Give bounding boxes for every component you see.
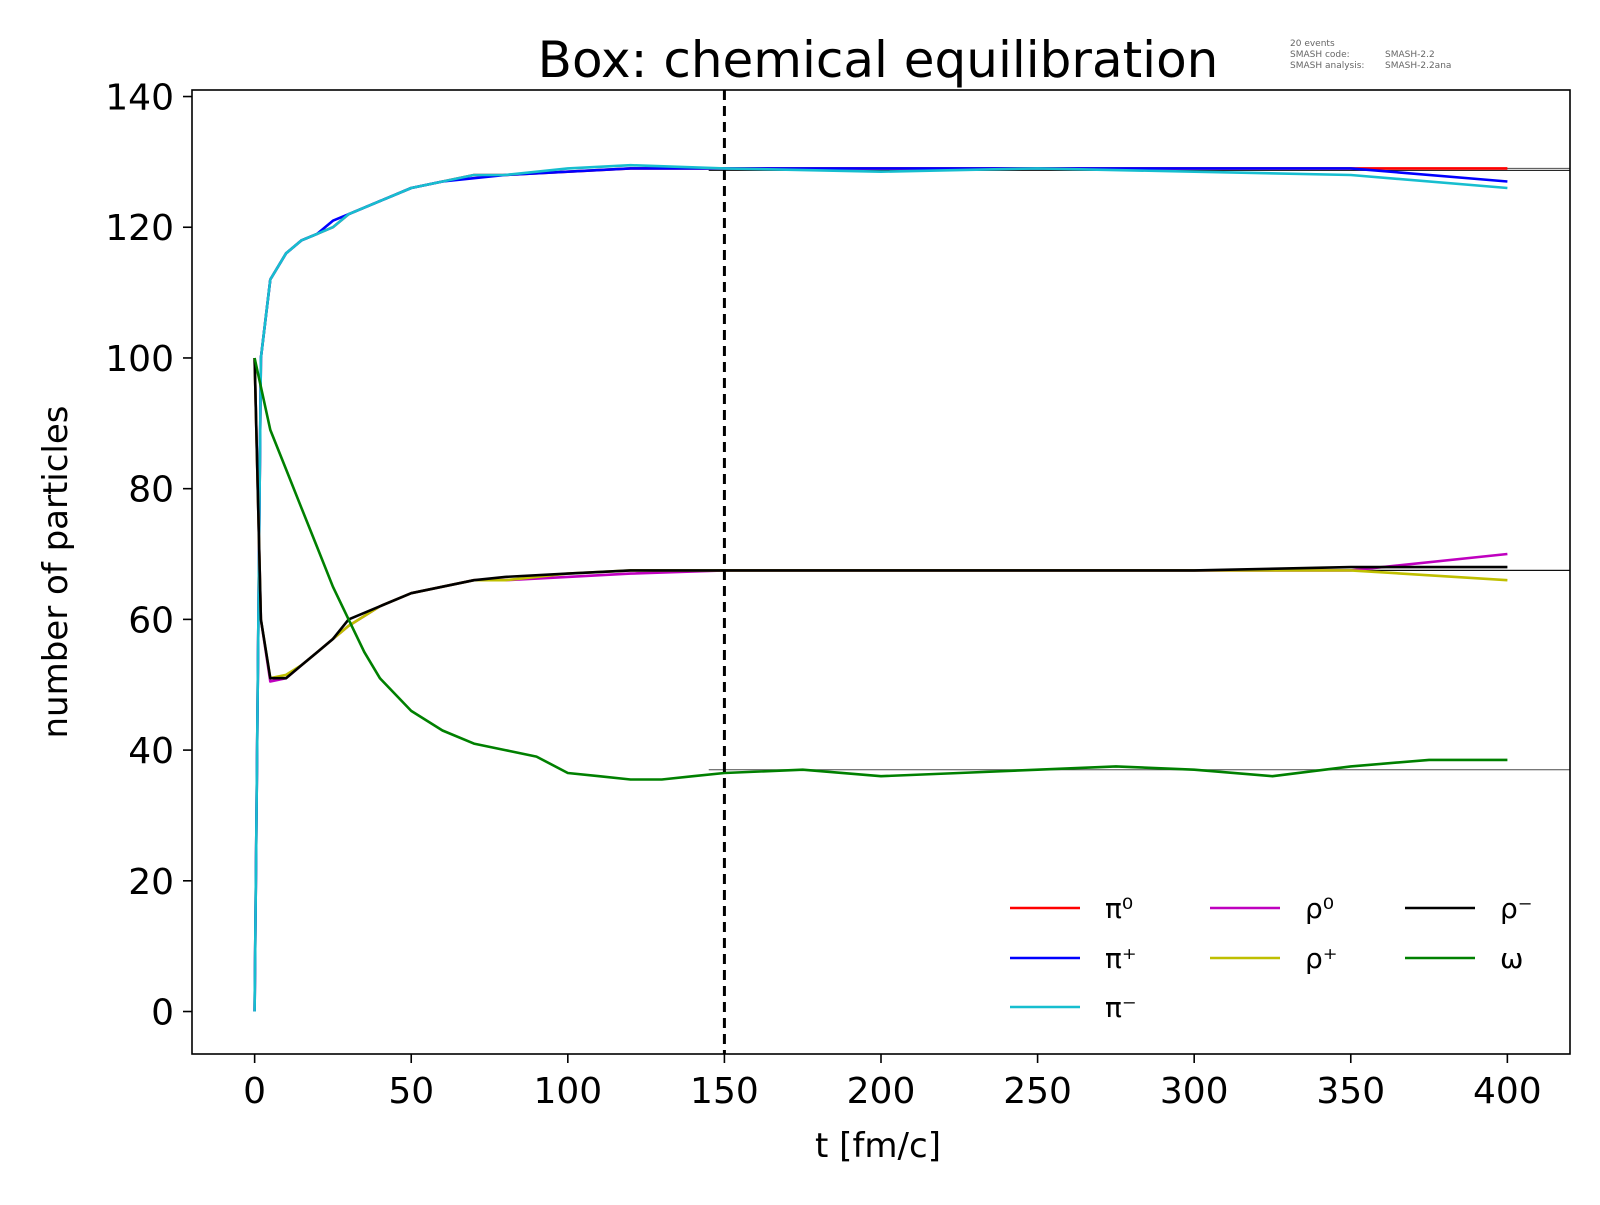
legend-label: π⁻ bbox=[1105, 991, 1137, 1024]
x-tick-label: 200 bbox=[847, 1071, 916, 1112]
series-line bbox=[253, 167, 1508, 1012]
y-axis-label: number of particles bbox=[36, 405, 76, 738]
legend-label: ρ⁰ bbox=[1305, 892, 1334, 925]
y-tick-label: 120 bbox=[105, 208, 174, 249]
y-tick-label: 100 bbox=[105, 339, 174, 380]
chart-title: Box: chemical equilibration bbox=[538, 31, 1219, 89]
legend-label: ρ⁺ bbox=[1305, 942, 1338, 975]
x-tick-label: 50 bbox=[388, 1071, 434, 1112]
chart-info: 20 events SMASH code: SMASH-2.2 SMASH an… bbox=[1290, 39, 1451, 71]
series-line bbox=[253, 357, 1508, 781]
y-tick-label: 0 bbox=[151, 993, 174, 1034]
legend-item: π⁺ bbox=[1010, 942, 1137, 975]
axis-ticks: 0 50 100 150 200 250 300 350 400 0 20 40 60 80 100 120 1… bbox=[105, 78, 1541, 1112]
y-tick-label: 60 bbox=[128, 600, 174, 641]
y-tick-label: 20 bbox=[128, 862, 174, 903]
series-line bbox=[253, 167, 1508, 1012]
legend-label: ρ⁻ bbox=[1500, 892, 1533, 925]
legend-item: ρ⁻ bbox=[1405, 892, 1533, 925]
info-code-label: SMASH code: bbox=[1290, 50, 1350, 60]
x-tick-label: 350 bbox=[1316, 1071, 1385, 1112]
legend-item: π⁰ bbox=[1010, 892, 1133, 925]
x-tick-label: 0 bbox=[243, 1071, 266, 1112]
legend-item: ρ⁰ bbox=[1210, 892, 1334, 925]
series-line bbox=[253, 357, 1508, 680]
info-events: 20 events bbox=[1290, 39, 1335, 49]
plot-area bbox=[253, 90, 1570, 1054]
x-axis-label: t [fm/c] bbox=[815, 1126, 941, 1166]
info-analysis-value: SMASH-2.2ana bbox=[1385, 61, 1451, 71]
x-tick-label: 400 bbox=[1473, 1071, 1542, 1112]
legend-item: ω bbox=[1405, 942, 1523, 975]
x-tick-label: 150 bbox=[690, 1071, 759, 1112]
legend: π⁰ π⁺ π⁻ ρ⁰ ρ⁺ ρ⁻ ω bbox=[1010, 892, 1533, 1024]
series-line bbox=[253, 357, 1508, 680]
legend-item: π⁻ bbox=[1010, 991, 1137, 1024]
y-tick-label: 140 bbox=[105, 78, 174, 119]
legend-label: ω bbox=[1500, 942, 1523, 975]
legend-label: π⁺ bbox=[1105, 942, 1137, 975]
x-tick-label: 250 bbox=[1003, 1071, 1072, 1112]
info-code-value: SMASH-2.2 bbox=[1385, 50, 1435, 60]
series-line bbox=[253, 357, 1508, 683]
legend-item: ρ⁺ bbox=[1210, 942, 1338, 975]
x-tick-label: 300 bbox=[1160, 1071, 1229, 1112]
x-tick-label: 100 bbox=[533, 1071, 602, 1112]
series-line bbox=[253, 163, 1508, 1012]
y-tick-label: 80 bbox=[128, 470, 174, 511]
legend-label: π⁰ bbox=[1105, 892, 1133, 925]
info-analysis-label: SMASH analysis: bbox=[1290, 61, 1364, 71]
y-tick-label: 40 bbox=[128, 731, 174, 772]
